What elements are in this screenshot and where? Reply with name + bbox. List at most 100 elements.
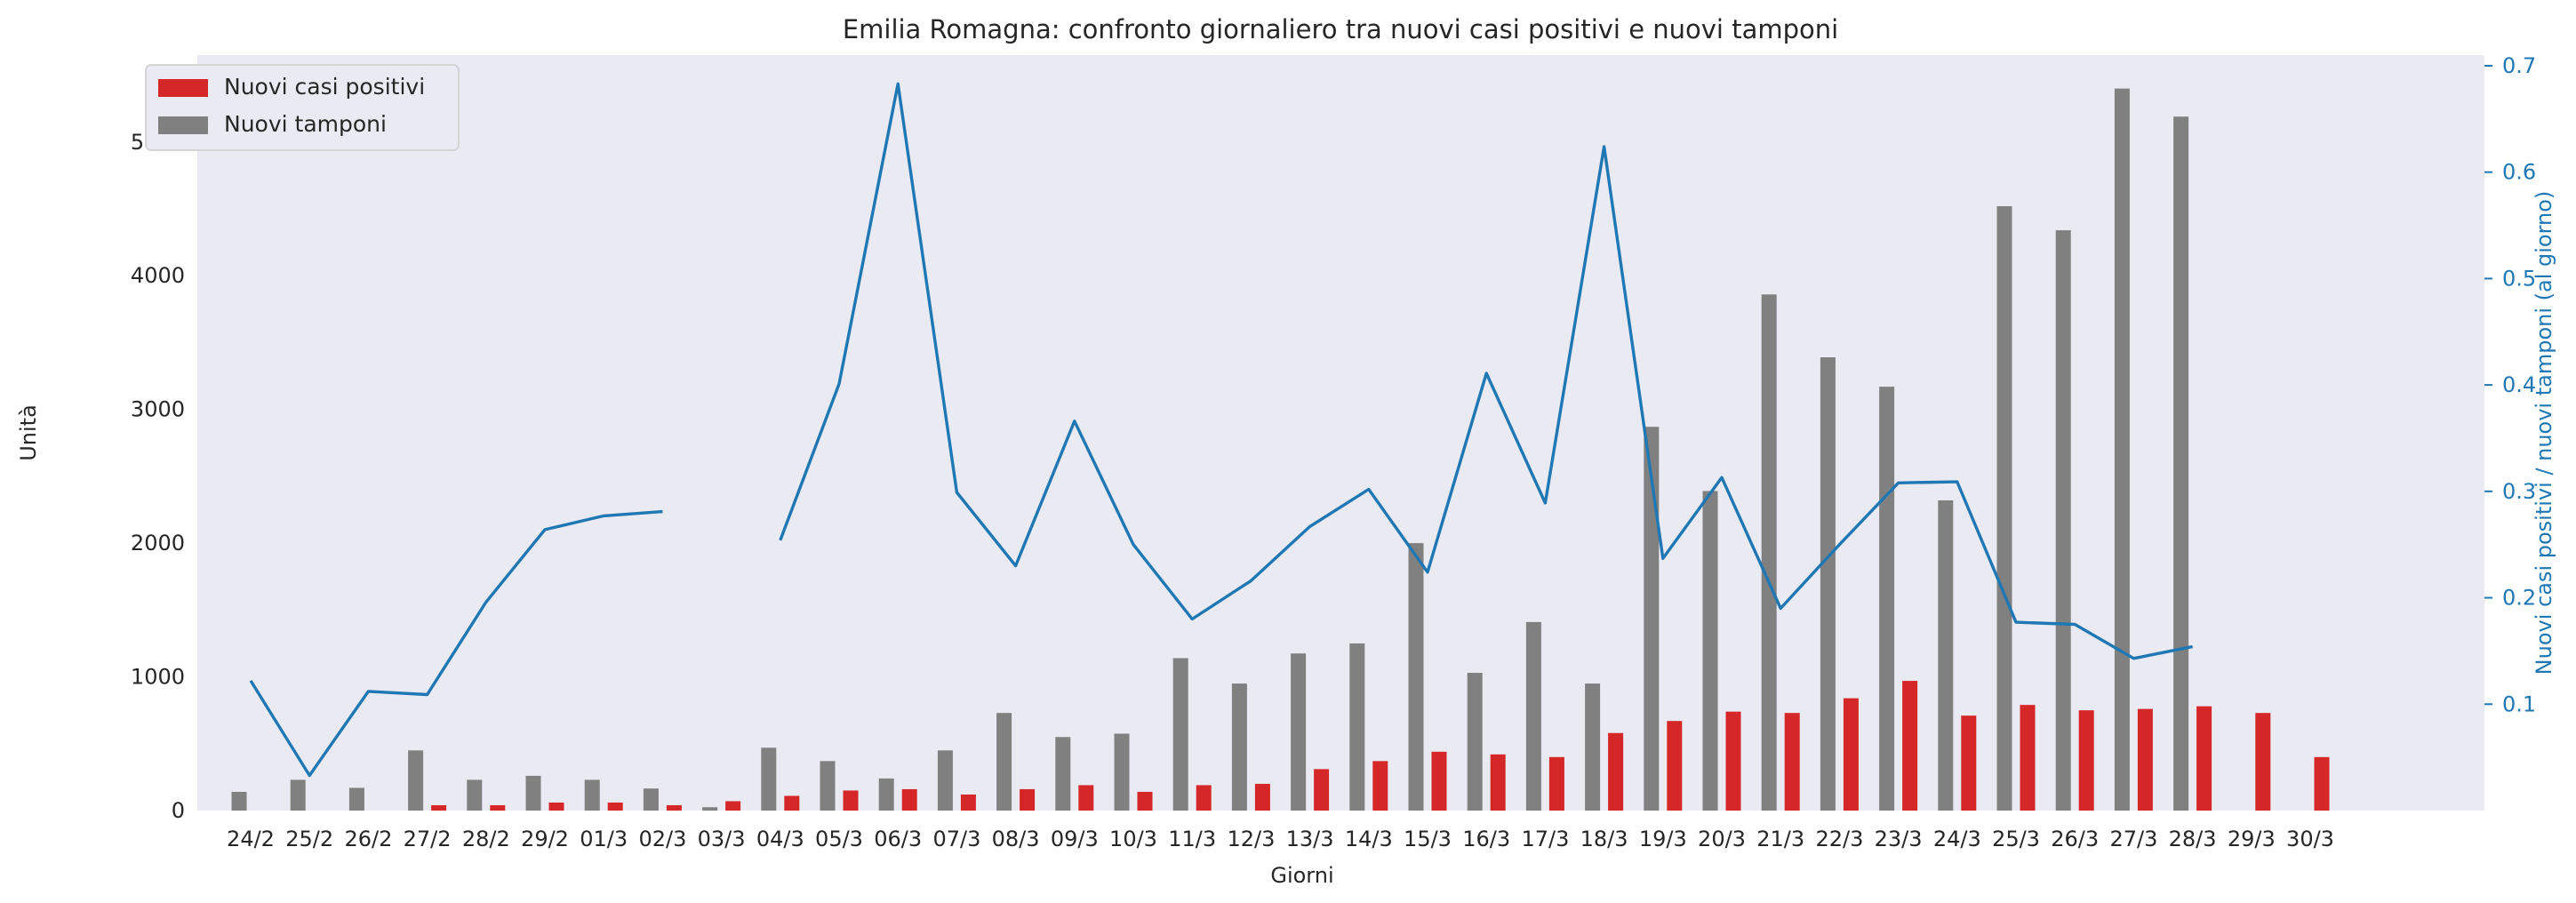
x-tick-label: 21/3 [1756,827,1804,851]
bar-positivi-12/3 [1254,783,1270,811]
y2-tick-label: 0.1 [2502,691,2536,716]
x-tick-label: 12/3 [1227,827,1275,851]
y2-tick-label: 0.4 [2502,372,2536,397]
x-tick-label: 02/3 [638,827,686,851]
bar-tamponi-04/3 [761,747,777,811]
x-tick-label: 20/3 [1698,827,1746,851]
bar-tamponi-25/3 [1996,206,2012,811]
bar-tamponi-03/3 [702,807,718,811]
bar-positivi-28/2 [490,804,506,811]
y2-tick-label: 0.3 [2502,479,2536,504]
bar-positivi-06/3 [901,788,917,811]
x-tick-label: 22/3 [1815,827,1863,851]
bar-tamponi-22/3 [1820,357,1836,811]
x-tick-label: 25/3 [1992,827,2040,851]
y-tick-label: 4000 [131,263,185,288]
bar-tamponi-16/3 [1467,673,1483,811]
x-tick-label: 28/2 [462,827,510,851]
plot-background [197,55,2484,811]
bar-positivi-29/3 [2255,713,2271,811]
x-tick-label: 24/2 [227,827,275,851]
bar-positivi-16/3 [1490,754,1506,811]
x-tick-label: 29/3 [2228,827,2276,851]
bar-positivi-25/3 [2020,705,2036,811]
bar-tamponi-10/3 [1114,733,1130,811]
bar-tamponi-15/3 [1408,543,1424,811]
bar-tamponi-21/3 [1761,294,1777,811]
x-tick-label: 30/3 [2286,827,2334,851]
bar-tamponi-18/3 [1585,683,1601,811]
y-axis-right-ticks: 0.1 0.2 0.3 0.4 0.5 0.6 0.7 [2484,53,2536,716]
x-tick-label: 14/3 [1345,827,1393,851]
x-axis-label: Giorni [1270,863,1333,888]
bar-positivi-29/2 [548,802,564,811]
bar-positivi-23/3 [1902,681,1918,811]
x-tick-label: 16/3 [1462,827,1510,851]
bar-positivi-27/3 [2137,708,2153,811]
bar-positivi-26/3 [2078,710,2094,811]
x-tick-label: 26/3 [2051,827,2099,851]
bar-tamponi-06/3 [878,778,894,811]
bar-tamponi-26/2 [348,787,364,811]
bar-positivi-11/3 [1196,785,1212,811]
x-tick-label: 15/3 [1404,827,1452,851]
x-tick-label: 17/3 [1521,827,1569,851]
bar-positivi-08/3 [1020,788,1036,811]
x-axis-ticks: 24/2 25/2 26/2 27/2 28/2 29/2 01/3 02/3 03/3 04/3… [227,827,2334,851]
x-tick-label: 28/3 [2169,827,2217,851]
bar-positivi-02/3 [666,804,682,811]
y-tick-label: 3000 [131,397,185,422]
x-tick-label: 13/3 [1286,827,1334,851]
bar-tamponi-23/3 [1879,387,1895,811]
bar-positivi-17/3 [1548,756,1564,811]
bar-positivi-15/3 [1431,751,1447,811]
bar-tamponi-02/3 [643,788,659,811]
legend: Nuovi casi positivi Nuovi tamponi [145,64,460,151]
bars-layer [231,88,2330,811]
bar-positivi-10/3 [1137,791,1153,811]
bar-tamponi-01/3 [584,779,600,811]
legend-label-positivi: Nuovi casi positivi [224,74,425,100]
x-tick-label: 29/2 [521,827,569,851]
x-tick-label: 27/2 [404,827,452,851]
x-tick-label: 09/3 [1051,827,1099,851]
x-tick-label: 04/3 [756,827,804,851]
bar-tamponi-08/3 [996,713,1012,811]
bar-positivi-05/3 [843,790,859,811]
bar-tamponi-20/3 [1702,491,1718,811]
bar-tamponi-26/3 [2055,230,2071,811]
y-tick-label: 1000 [131,665,185,690]
bar-tamponi-27/2 [408,750,424,811]
bar-positivi-18/3 [1608,732,1624,811]
y2-tick-label: 0.7 [2502,53,2536,78]
x-tick-label: 24/3 [1933,827,1981,851]
bar-tamponi-14/3 [1349,643,1365,811]
bar-tamponi-05/3 [820,761,836,811]
x-tick-label: 27/3 [2109,827,2157,851]
y-tick-label: 2000 [131,531,185,555]
bar-positivi-13/3 [1314,769,1330,811]
bar-positivi-27/2 [431,804,447,811]
bar-tamponi-25/2 [290,779,306,811]
bar-tamponi-29/2 [525,775,541,811]
x-tick-label: 18/3 [1580,827,1628,851]
bar-tamponi-17/3 [1525,621,1541,811]
x-tick-label: 03/3 [698,827,746,851]
bar-positivi-20/3 [1725,711,1741,811]
x-tick-label: 11/3 [1168,827,1216,851]
bar-tamponi-24/3 [1938,499,1954,811]
bar-tamponi-28/3 [2173,116,2189,811]
bar-tamponi-09/3 [1055,737,1071,811]
x-tick-label: 26/2 [344,827,392,851]
legend-label-tamponi: Nuovi tamponi [224,111,387,137]
bar-tamponi-12/3 [1231,683,1247,811]
x-tick-label: 07/3 [932,827,980,851]
bar-tamponi-13/3 [1291,653,1307,811]
x-tick-label: 05/3 [815,827,863,851]
bar-tamponi-24/2 [231,791,247,811]
bar-tamponi-28/2 [467,779,483,811]
bar-positivi-28/3 [2196,706,2212,811]
bar-positivi-22/3 [1843,698,1859,811]
y-axis-right-label: Nuovi casi positivi / nuovi tamponi (al … [2532,191,2556,675]
